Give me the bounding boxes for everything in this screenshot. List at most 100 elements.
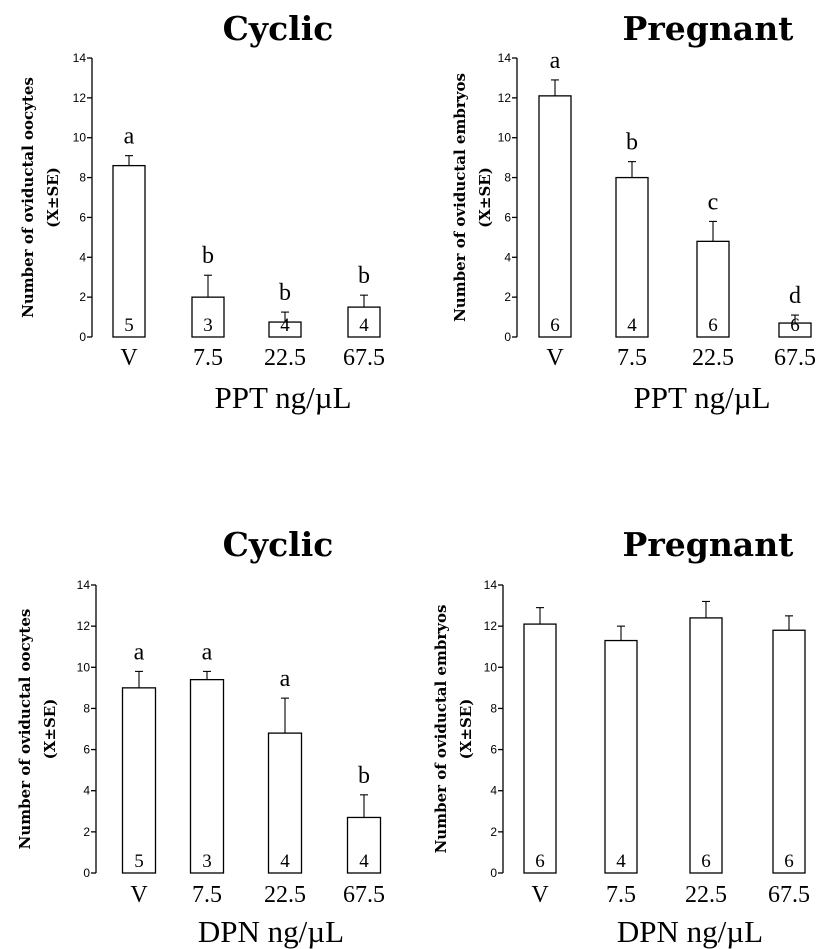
sample-size-label: 4 [616, 851, 626, 872]
y-tick-label: 2 [79, 290, 86, 304]
x-category-label: 7.5 [606, 882, 636, 908]
y-tick-label: 8 [504, 171, 511, 185]
significance-letter: c [708, 189, 719, 215]
x-axis-label: PPT ng/µL [214, 380, 351, 415]
sample-size-label: 6 [708, 315, 718, 336]
bar [121, 687, 157, 874]
x-category-label: 67.5 [768, 882, 810, 908]
y-tick-label: 6 [490, 743, 497, 757]
x-category-label: 7.5 [617, 345, 647, 371]
significance-letter: b [358, 763, 370, 789]
bar [112, 164, 146, 338]
y-tick-label: 0 [83, 866, 90, 880]
x-category-label: V [120, 345, 138, 371]
sample-size-label: 6 [790, 315, 800, 336]
y-tick-label: 4 [83, 784, 90, 798]
x-axis-label: DPN ng/µL [617, 914, 763, 949]
y-tick-label: 10 [498, 131, 512, 145]
bar [615, 176, 649, 338]
significance-letter: b [358, 263, 370, 289]
sample-size-label: 6 [784, 851, 794, 872]
sample-size-label: 4 [280, 315, 290, 336]
y-tick-label: 12 [77, 619, 91, 633]
bar [189, 678, 225, 874]
bar [346, 816, 382, 874]
y-tick-label: 0 [490, 866, 497, 880]
bar [267, 732, 303, 874]
y-tick-label: 8 [83, 701, 90, 715]
sample-size-label: 4 [359, 851, 369, 872]
y-tick-label: 8 [490, 701, 497, 715]
bar [523, 623, 557, 874]
y-tick-label: 14 [77, 578, 91, 592]
chart-title: Pregnant [623, 9, 795, 48]
x-category-label: V [130, 882, 148, 908]
y-tick-label: 12 [73, 91, 87, 105]
bar [689, 617, 723, 874]
sample-size-label: 6 [550, 315, 560, 336]
x-category-label: V [546, 345, 564, 371]
x-axis-label: DPN ng/µL [198, 914, 344, 949]
chart-title: Cyclic [223, 525, 334, 564]
y-axis-label-unit: (X±SE) [457, 699, 475, 760]
sample-size-label: 5 [124, 315, 134, 336]
y-tick-label: 0 [504, 330, 511, 344]
sample-size-label: 4 [359, 315, 369, 336]
sample-size-label: 6 [701, 851, 711, 872]
x-category-label: 22.5 [692, 345, 734, 371]
sample-size-label: 6 [535, 851, 545, 872]
y-axis-label-unit: (X±SE) [476, 167, 494, 228]
y-axis-label: Number of oviductal oocytes [16, 609, 34, 850]
significance-letter: a [124, 124, 135, 150]
y-tick-label: 14 [498, 51, 512, 65]
y-tick-label: 4 [490, 784, 497, 798]
y-axis-label-unit: (X±SE) [44, 167, 62, 228]
y-axis-label: Number of oviductal embryos [432, 605, 450, 854]
y-tick-label: 14 [484, 578, 498, 592]
chart-panel-1: Cyclic Number of oviductal oocytes (X±SE) 0… [19, 9, 385, 415]
y-tick-label: 6 [79, 210, 86, 224]
bar [191, 296, 225, 338]
y-tick-label: 4 [504, 250, 511, 264]
chart-title: Pregnant [623, 525, 795, 564]
sample-size-label: 3 [203, 315, 213, 336]
x-category-label: 7.5 [193, 345, 223, 371]
x-category-label: 7.5 [192, 882, 222, 908]
chart-title: Cyclic [223, 9, 334, 48]
x-axis-label: PPT ng/µL [633, 380, 770, 415]
bar [696, 240, 730, 338]
y-tick-label: 2 [490, 825, 497, 839]
y-tick-label: 14 [73, 51, 87, 65]
y-tick-label: 4 [79, 250, 86, 264]
significance-letter: a [202, 639, 213, 665]
chart-panel-4: Pregnant Number of oviductal embryos (X±SE… [432, 525, 810, 949]
significance-letter: a [550, 48, 561, 74]
sample-size-label: 5 [134, 851, 144, 872]
bar [604, 639, 638, 874]
y-axis-label-unit: (X±SE) [41, 699, 59, 760]
x-category-label: 22.5 [264, 882, 306, 908]
y-tick-label: 6 [504, 210, 511, 224]
y-tick-label: 6 [83, 743, 90, 757]
significance-letter: b [626, 130, 638, 156]
significance-letter: b [202, 243, 214, 269]
sample-size-label: 3 [202, 851, 212, 872]
significance-letter: a [134, 639, 145, 665]
significance-letter: b [279, 280, 291, 306]
y-axis-label: Number of oviductal oocytes [19, 77, 37, 318]
x-category-label: 67.5 [343, 345, 385, 371]
x-category-label: 67.5 [774, 345, 816, 371]
y-tick-label: 10 [77, 660, 91, 674]
y-tick-label: 2 [83, 825, 90, 839]
x-category-label: 22.5 [264, 345, 306, 371]
y-tick-label: 10 [73, 131, 87, 145]
chart-panel-2: Pregnant Number of oviductal embryos (X±SE… [451, 9, 816, 415]
y-tick-label: 2 [504, 290, 511, 304]
x-category-label: V [531, 882, 549, 908]
significance-letter: d [789, 283, 801, 309]
bar [772, 629, 806, 874]
x-category-label: 67.5 [343, 882, 385, 908]
bar [538, 95, 572, 338]
y-tick-label: 12 [498, 91, 512, 105]
